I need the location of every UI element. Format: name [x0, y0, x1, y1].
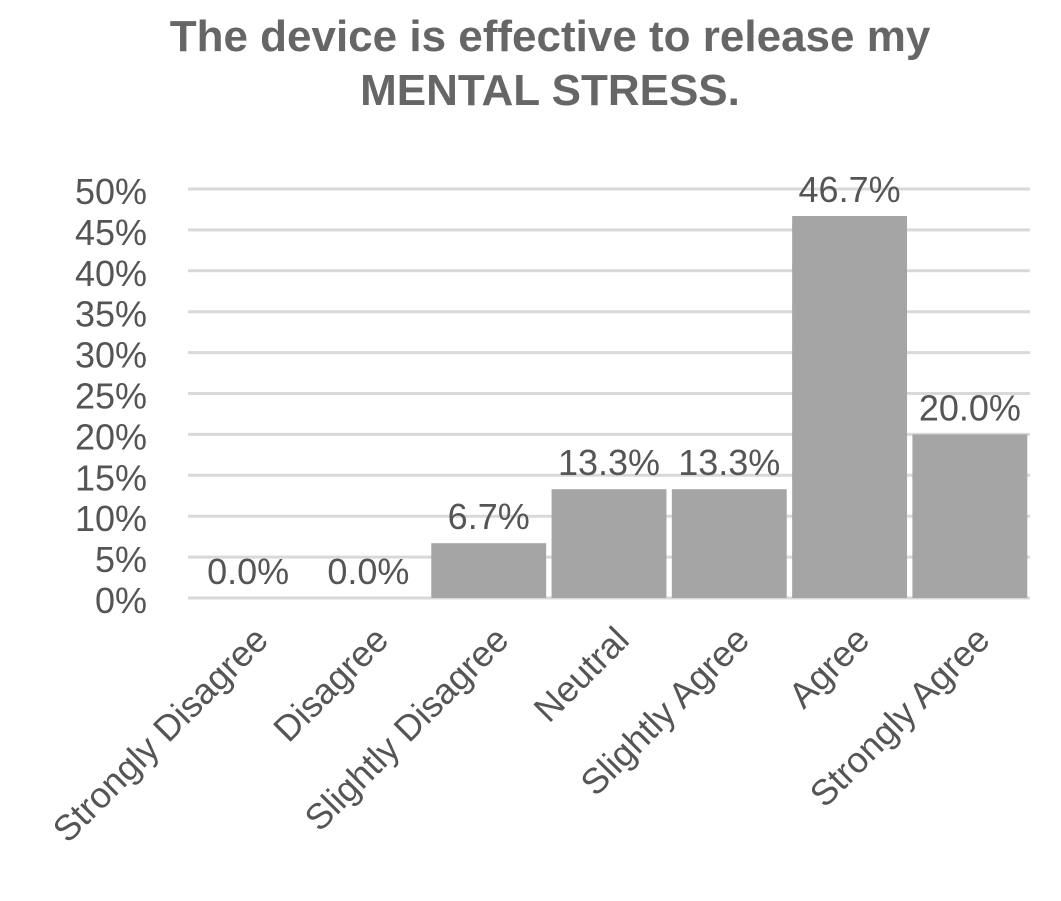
y-tick-label: 10%: [75, 498, 147, 539]
bar: [792, 215, 908, 598]
y-tick-label: 5%: [95, 539, 147, 580]
y-axis-ticks: 0%5%10%15%20%25%30%35%40%45%50%: [75, 171, 147, 621]
y-tick-label: 45%: [75, 212, 147, 253]
category-label: Neutral: [526, 619, 637, 730]
data-label: 46.7%: [799, 169, 901, 210]
y-tick-label: 30%: [75, 335, 147, 376]
y-tick-label: 20%: [75, 416, 147, 457]
bar: [431, 543, 547, 598]
y-tick-label: 0%: [95, 580, 147, 621]
data-label: 20.0%: [919, 387, 1021, 428]
chart-title-line-1: The device is effective to release my: [169, 12, 931, 61]
category-label: Strongly Disagree: [44, 619, 275, 850]
bar: [551, 489, 667, 598]
y-tick-label: 50%: [75, 171, 147, 212]
bars: [431, 215, 1028, 598]
bar: [912, 434, 1028, 598]
y-tick-label: 15%: [75, 457, 147, 498]
y-tick-label: 25%: [75, 376, 147, 417]
data-label: 13.3%: [678, 442, 780, 483]
data-label: 6.7%: [448, 496, 530, 537]
data-label: 0.0%: [327, 551, 409, 592]
category-label: Slightly Disagree: [296, 619, 516, 839]
data-labels: 0.0% 0.0% 6.7% 13.3% 13.3% 46.7% 20.0%: [207, 169, 1021, 592]
category-label: Agree: [780, 619, 877, 716]
chart-title: The device is effective to release my ME…: [0, 10, 1061, 118]
y-tick-label: 35%: [75, 294, 147, 335]
data-label: 0.0%: [207, 551, 289, 592]
data-label: 13.3%: [558, 442, 660, 483]
bar: [671, 489, 787, 598]
chart-title-line-2: MENTAL STRESS.: [360, 66, 740, 115]
y-tick-label: 40%: [75, 253, 147, 294]
